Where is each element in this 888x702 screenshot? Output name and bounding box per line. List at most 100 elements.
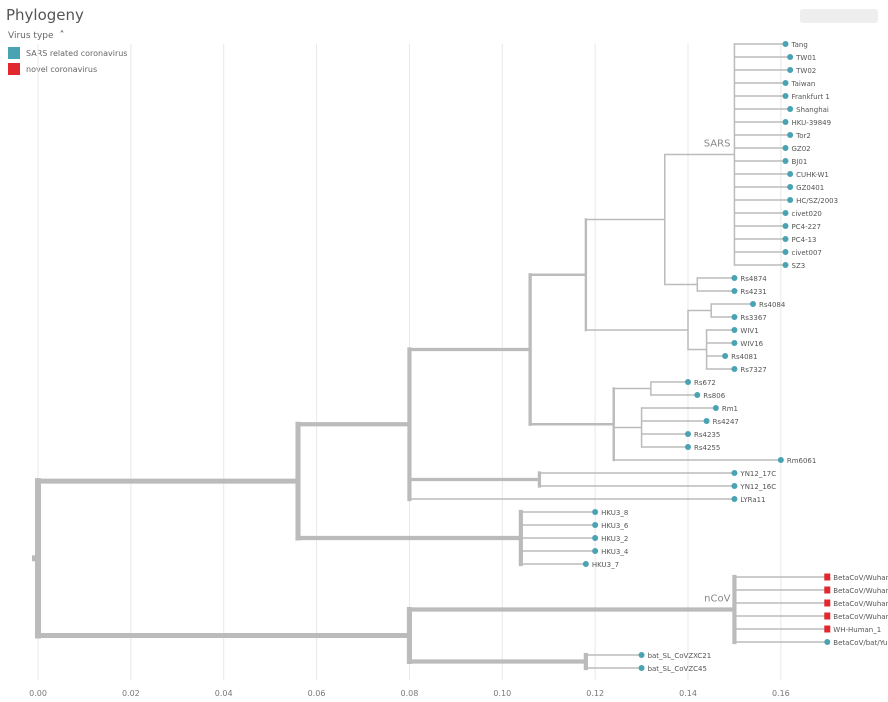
leaf-label: HC/SZ/2003 <box>796 197 838 205</box>
x-tick-label: 0.02 <box>122 689 140 698</box>
leaf-label: Rs806 <box>703 392 725 400</box>
leaf-marker <box>694 392 701 398</box>
leaf-label: Rs4231 <box>740 288 766 296</box>
leaf-marker <box>782 119 789 125</box>
x-tick-label: 0.12 <box>586 689 604 698</box>
legend-toggle[interactable]: Virus type ˄ <box>8 30 127 41</box>
leaf-marker <box>592 509 599 515</box>
leaf-label: bat_SL_CoVZC45 <box>648 665 707 673</box>
leaf-marker <box>782 41 789 47</box>
leaf-marker <box>787 106 794 112</box>
leaf-label: BetaCoV/Wuhan/WIV04 <box>833 574 888 582</box>
legend-heading: Virus type <box>8 30 54 41</box>
leaf-label: HKU-39849 <box>792 119 832 127</box>
leaf-marker <box>731 483 738 489</box>
leaf-label: WIV1 <box>740 327 758 335</box>
legend: Virus type ˄ SARS related coronavirus no… <box>8 30 127 79</box>
leaf-marker <box>731 314 738 320</box>
leaf-label: Shanghai <box>796 106 829 114</box>
export-button[interactable] <box>800 9 878 23</box>
leaf-label: bat_SL_CoVZXC21 <box>648 652 712 660</box>
legend-label-ncov: novel coronavirus <box>26 64 98 74</box>
leaf-label: LYRa11 <box>740 496 765 504</box>
leaf-marker <box>777 457 784 463</box>
legend-item-ncov[interactable]: novel coronavirus <box>8 63 127 75</box>
leaf-marker <box>824 599 831 607</box>
leaf-label: Rs4874 <box>740 275 767 283</box>
page-title: Phylogeny <box>6 6 84 24</box>
leaf-marker <box>731 327 738 333</box>
leaf-marker <box>787 132 794 138</box>
leaf-label: HKU3_7 <box>592 561 619 569</box>
leaf-label: YN12_16C <box>739 483 776 491</box>
legend-item-sars[interactable]: SARS related coronavirus <box>8 47 127 59</box>
leaf-label: Rs4247 <box>713 418 739 426</box>
leaf-marker <box>685 444 691 450</box>
leaf-marker <box>731 366 738 372</box>
leaf-marker <box>638 652 645 658</box>
x-tick-label: 0.08 <box>401 689 419 698</box>
leaf-marker <box>592 548 599 554</box>
legend-swatch-sars <box>8 47 20 59</box>
leaf-label: TW01 <box>795 54 816 62</box>
leaf-label: PC4-13 <box>792 236 817 244</box>
leaf-label: Taiwan <box>791 80 816 88</box>
leaf-marker <box>731 275 738 281</box>
leaf-marker <box>638 665 645 671</box>
leaf-marker <box>824 586 831 594</box>
leaf-marker <box>685 379 691 385</box>
leaf-label: WIV16 <box>740 340 763 348</box>
leaf-marker <box>685 431 691 437</box>
leaf-marker <box>750 301 756 307</box>
leaf-marker <box>824 639 831 645</box>
x-tick-label: 0.14 <box>679 689 697 698</box>
x-tick-label: 0.16 <box>772 689 790 698</box>
leaf-label: HKU3_6 <box>601 522 629 530</box>
leaf-label: HKU3_8 <box>601 509 628 517</box>
leaf-label: HKU3_4 <box>601 548 629 556</box>
x-tick-label: 0.10 <box>493 689 511 698</box>
leaf-label: BetaCoV/bat/Yunnan <box>833 639 888 647</box>
x-tick-label: 0.00 <box>29 689 47 698</box>
leaf-marker <box>782 158 789 164</box>
leaf-label: Rm1 <box>722 405 738 413</box>
leaf-label: WH-Human_1 <box>833 626 881 634</box>
leaf-marker <box>787 67 794 73</box>
leaf-marker <box>782 93 789 99</box>
leaf-label: civet007 <box>792 249 822 257</box>
leaf-marker <box>787 197 794 203</box>
leaf-label: Rs672 <box>694 379 716 387</box>
leaf-marker <box>787 54 794 60</box>
leaf-marker <box>782 80 789 86</box>
clade-label: nCoV <box>704 594 730 605</box>
leaf-label: GZ02 <box>792 145 811 153</box>
leaf-marker <box>782 210 789 216</box>
leaf-label: Tor2 <box>795 132 811 140</box>
legend-label-sars: SARS related coronavirus <box>26 48 128 58</box>
leaf-label: HKU3_2 <box>601 535 628 543</box>
leaf-label: civet020 <box>792 210 822 218</box>
leaf-label: SZ3 <box>792 262 806 270</box>
leaf-marker <box>787 184 794 190</box>
leaf-marker <box>782 262 789 268</box>
leaf-label: Tang <box>791 41 808 49</box>
leaf-label: BetaCoV/Wuhan/HBCDC <box>833 600 888 608</box>
leaf-marker <box>582 561 589 567</box>
x-tick-label: 0.06 <box>308 689 326 698</box>
leaf-marker <box>592 535 599 541</box>
chevron-up-icon: ˄ <box>59 30 65 41</box>
leaf-marker <box>782 145 789 151</box>
leaf-marker <box>782 223 789 229</box>
leaf-marker <box>731 288 738 294</box>
x-tick-label: 0.04 <box>215 689 233 698</box>
leaf-label: YN12_17C <box>739 470 776 478</box>
leaf-label: Rs4081 <box>731 353 757 361</box>
clade-label: SARS <box>704 139 731 150</box>
leaf-marker <box>731 470 738 476</box>
leaf-label: BetaCoV/Wuhan/IVDC <box>833 587 888 595</box>
leaf-label: Rs7327 <box>740 366 766 374</box>
leaf-label: BJ01 <box>792 158 808 166</box>
leaf-marker <box>703 418 710 424</box>
legend-swatch-ncov <box>8 63 20 75</box>
